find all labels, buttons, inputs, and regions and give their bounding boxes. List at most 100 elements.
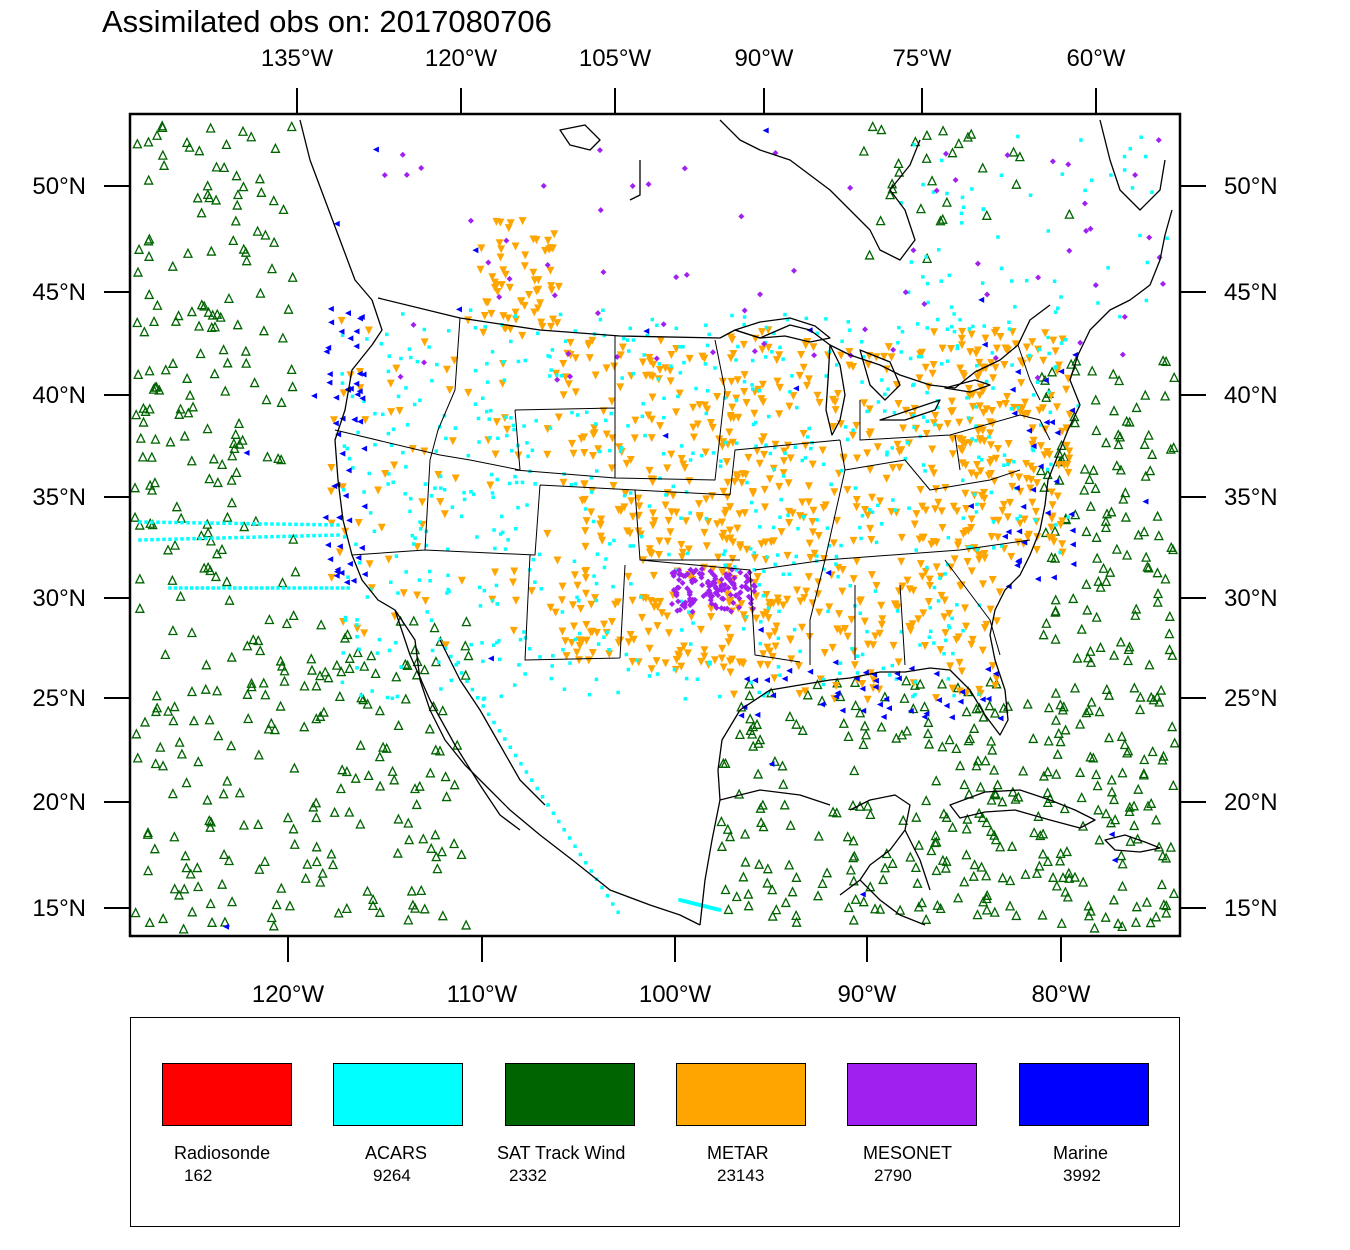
acars-obs [858,611,863,616]
acars-obs [490,491,495,495]
sat-wind-obs [1063,867,1074,878]
sat-wind-obs [150,758,161,769]
acars-obs [465,679,469,683]
metar-obs [1036,442,1045,451]
legend-item-sat-track-wind: SAT Track Wind 2332 [497,1018,675,1218]
sat-wind-obs [1091,769,1102,780]
sat-wind-obs [186,627,197,638]
marine-obs [361,445,368,452]
acars-obs [551,811,556,815]
metar-obs [973,461,982,470]
sat-wind-obs [335,783,346,794]
metar-obs [828,643,837,652]
acars-obs [390,696,395,701]
acars-obs [846,320,850,324]
acars-obs [506,538,510,542]
sat-wind-obs [880,862,891,873]
sat-wind-obs [224,855,235,866]
marine-obs [1069,527,1076,534]
acars-obs [391,427,396,432]
metar-obs [921,506,930,515]
acars-obs [1059,341,1064,345]
acars-obs [952,329,957,334]
acars-obs [306,534,310,538]
sat-wind-obs [326,848,337,859]
sat-wind-obs [1040,526,1051,538]
marine-obs [333,394,340,401]
metar-obs [1054,361,1063,370]
metar-obs [893,440,902,449]
metar-obs [609,482,618,491]
metar-obs [957,341,966,350]
metar-obs [888,464,897,473]
acars-obs [887,673,892,677]
metar-obs [678,548,687,557]
metar-obs [978,580,987,589]
sat-wind-obs [937,854,948,865]
sat-wind-obs [1056,917,1067,928]
metar-obs [689,433,698,442]
marine-obs [328,319,335,326]
sat-wind-obs [1041,391,1052,402]
metar-obs [1002,345,1011,354]
metar-obs [867,571,876,580]
sat-wind-obs [211,194,222,205]
sat-wind-obs [374,705,385,716]
sat-wind-obs [1034,860,1045,871]
sat-wind-obs [273,452,284,464]
metar-obs [506,325,515,334]
acars-obs [764,325,769,330]
sat-wind-obs [299,721,310,732]
sat-wind-obs [1028,732,1039,744]
sat-wind-obs [259,855,270,867]
metar-obs [897,557,906,566]
metar-obs [480,312,489,321]
sat-wind-obs [196,207,207,218]
acars-obs [794,554,798,559]
sat-wind-obs [334,690,345,702]
acars-obs [254,586,259,590]
mesonet-obs [902,289,909,296]
acars-obs [354,542,358,547]
sat-wind-obs [277,577,288,588]
acars-obs [931,190,936,194]
sat-wind-obs [431,851,442,862]
sat-wind-obs [1037,848,1048,859]
sat-wind-obs [218,344,229,355]
metar-obs [973,346,982,355]
metar-obs [760,450,769,459]
acars-obs [357,560,362,565]
sat-wind-obs [961,849,972,860]
sat-wind-obs [219,848,230,860]
sat-wind-obs [344,806,355,817]
metar-obs [924,598,933,607]
marine-swatch [1019,1063,1149,1126]
metar-obs [925,582,934,591]
metar-obs [638,358,647,367]
metar-obs [607,464,616,473]
metar-obs [1049,537,1058,546]
acars-obs [573,844,577,848]
acars-obs [834,554,839,559]
sat-wind-obs [1031,867,1042,878]
sat-wind-obs [1095,581,1106,592]
acars-obs [771,525,776,530]
acars-obs [974,405,978,409]
acars-obs [707,660,711,664]
map-title: Assimilated obs on: 2017080706 [102,4,552,39]
sat-wind-obs [785,819,796,830]
sat-wind-obs [1081,525,1092,537]
sat-wind-obs [802,689,813,700]
marine-obs [326,379,333,386]
sat-wind-obs [211,161,222,172]
acars-obs [899,201,903,205]
acars-obs [781,474,786,478]
metar-obs [491,568,500,577]
metar-obs [987,359,996,368]
acars-obs [144,538,148,542]
metar-obs [887,508,896,517]
metar-obs [757,395,766,404]
marine-obs [1001,533,1008,540]
metar-obs [546,322,555,331]
metar-obs [581,527,590,536]
